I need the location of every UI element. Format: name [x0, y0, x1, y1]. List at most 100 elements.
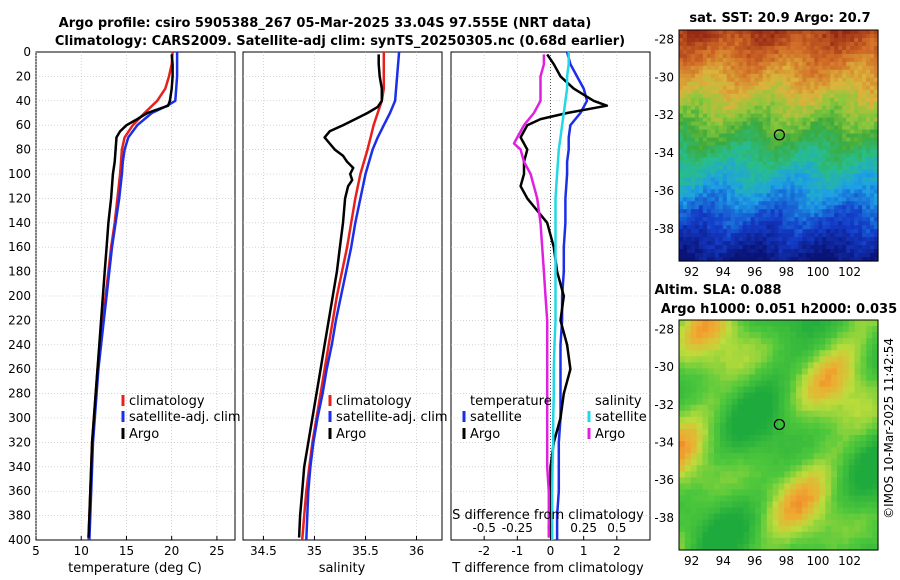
map-cell	[722, 249, 728, 254]
map-cell	[714, 89, 720, 95]
map-cell	[706, 129, 712, 135]
map-cell	[834, 241, 839, 246]
map-cell	[686, 145, 692, 151]
map-cell	[784, 453, 791, 460]
map-cell	[758, 89, 764, 95]
map-cell	[746, 93, 752, 99]
map-cell	[819, 326, 826, 333]
map-cell	[702, 121, 708, 127]
map-cell	[742, 65, 748, 71]
map-cell	[742, 125, 748, 131]
map-cell	[714, 221, 720, 226]
map-cell	[822, 153, 827, 159]
map-cell	[860, 543, 867, 551]
map-cell	[819, 489, 826, 497]
map-cell	[738, 205, 744, 210]
map-cell	[866, 362, 873, 370]
map-cell	[738, 217, 744, 222]
map-cell	[718, 181, 724, 186]
map-cell	[718, 153, 724, 159]
map-cell	[854, 30, 859, 35]
map-cell	[750, 249, 756, 254]
map-cell	[830, 45, 835, 51]
map-cell	[831, 471, 838, 478]
map-cell	[679, 495, 686, 503]
map-cell	[774, 30, 780, 35]
map-cell	[722, 53, 728, 59]
map-cell	[874, 201, 879, 206]
map-cell	[755, 386, 762, 394]
map-cell	[754, 257, 760, 262]
map-cell	[722, 237, 728, 242]
map-cell	[854, 117, 859, 123]
map-cell	[786, 57, 792, 63]
map-cell	[822, 241, 827, 246]
map-cell	[819, 531, 826, 539]
map-cell	[766, 141, 772, 147]
map-cell	[794, 165, 799, 170]
map-cell	[801, 356, 809, 363]
map-cell	[766, 161, 772, 167]
map-cell	[702, 404, 709, 412]
map-cell	[702, 193, 708, 198]
map-cell	[738, 181, 744, 186]
map-cell	[801, 326, 809, 333]
map-cell	[834, 197, 839, 202]
map-cell	[790, 65, 796, 71]
map-cell	[790, 221, 796, 226]
map-cell	[837, 519, 844, 527]
map-cell	[762, 37, 768, 43]
map-cell	[766, 416, 774, 424]
map-cell	[722, 113, 728, 119]
map-cell	[742, 217, 748, 222]
map-cell	[762, 45, 768, 51]
map-cell	[819, 404, 826, 412]
map-cell	[826, 233, 831, 238]
map-cell	[802, 109, 807, 115]
map-cell	[738, 49, 744, 55]
map-cell	[778, 125, 784, 131]
map-cell	[710, 165, 716, 170]
map-cell	[730, 89, 736, 95]
map-cell	[690, 77, 696, 83]
map-cell	[801, 531, 809, 539]
map-cell	[718, 221, 724, 226]
map-cell	[772, 471, 780, 478]
map-cell	[743, 404, 750, 412]
map-cell	[772, 332, 780, 339]
map-cell	[784, 338, 791, 345]
map-cell	[866, 245, 871, 250]
map-cell	[690, 257, 696, 262]
map-cell	[854, 61, 859, 67]
map-cell	[834, 81, 839, 87]
map-cell	[826, 157, 831, 163]
map-cell	[872, 344, 879, 351]
map-cell	[770, 121, 776, 127]
map-cell	[754, 45, 760, 51]
map-cell	[734, 157, 740, 163]
map-cell	[684, 501, 692, 509]
map-cell	[770, 177, 776, 182]
map-cell	[706, 57, 712, 63]
map-cell	[743, 483, 750, 491]
map-cell	[838, 237, 843, 242]
map-cell	[749, 531, 756, 539]
map-cell	[696, 362, 704, 370]
map-cell	[870, 117, 875, 123]
map-cell	[718, 185, 724, 190]
map-cell	[719, 404, 727, 412]
map-cell	[846, 125, 851, 131]
map-cell	[818, 109, 823, 115]
map-cell	[798, 137, 803, 143]
map-cell	[755, 537, 762, 545]
map-cell	[702, 189, 708, 194]
map-cell	[726, 173, 732, 178]
map-cell	[719, 350, 727, 357]
map-cell	[866, 161, 871, 167]
map-cell	[831, 459, 838, 466]
map-cell	[702, 217, 708, 222]
map-cell	[726, 145, 732, 151]
map-cell	[842, 53, 847, 59]
map-cell	[719, 459, 727, 466]
map-cell	[702, 350, 709, 357]
